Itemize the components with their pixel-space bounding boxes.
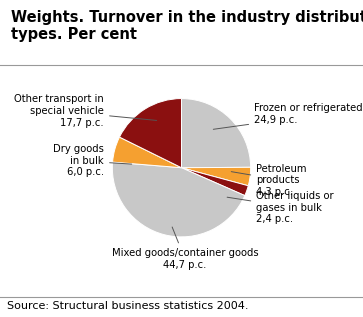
Wedge shape — [119, 99, 182, 168]
Text: Frozen or refrigerated goods
24,9 p.c.: Frozen or refrigerated goods 24,9 p.c. — [213, 103, 363, 129]
Text: Source: Structural business statistics 2004.: Source: Structural business statistics 2… — [7, 301, 249, 311]
Text: Weights. Turnover in the industry distributed on freight
types. Per cent: Weights. Turnover in the industry distri… — [11, 10, 363, 42]
Wedge shape — [112, 162, 245, 237]
Text: Other transport in
special vehicle
17,7 p.c.: Other transport in special vehicle 17,7 … — [14, 94, 156, 128]
Text: Other liquids or
gases in bulk
2,4 p.c.: Other liquids or gases in bulk 2,4 p.c. — [227, 191, 334, 224]
Wedge shape — [182, 99, 251, 168]
Wedge shape — [182, 168, 248, 196]
Wedge shape — [182, 167, 251, 186]
Text: Dry goods
in bulk
6,0 p.c.: Dry goods in bulk 6,0 p.c. — [53, 144, 132, 178]
Text: Petroleum
products
4,3 p.c.: Petroleum products 4,3 p.c. — [231, 164, 307, 197]
Text: Mixed goods/container goods
44,7 p.c.: Mixed goods/container goods 44,7 p.c. — [112, 227, 258, 270]
Wedge shape — [113, 137, 182, 168]
